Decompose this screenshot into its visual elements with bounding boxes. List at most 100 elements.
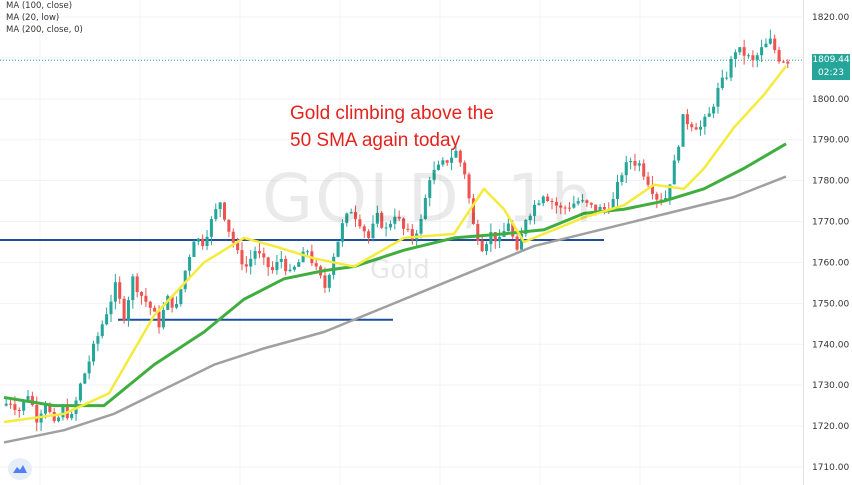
candle-body bbox=[476, 223, 480, 241]
candle-body bbox=[48, 404, 52, 413]
candle-body bbox=[786, 61, 790, 64]
candle-body bbox=[253, 251, 257, 259]
candle-body bbox=[144, 295, 148, 302]
candle-body bbox=[380, 212, 384, 228]
candle-body bbox=[781, 61, 785, 63]
bar-countdown-tag: 02:23 bbox=[812, 67, 850, 80]
candle-body bbox=[13, 404, 17, 410]
tradingview-logo-icon[interactable] bbox=[8, 458, 32, 480]
instrument-name-watermark: Gold bbox=[370, 255, 430, 285]
candle-body bbox=[362, 226, 366, 232]
candle-body bbox=[642, 163, 646, 177]
candle-body bbox=[441, 160, 445, 165]
candle-body bbox=[214, 209, 218, 220]
price-tick-label: 1790.00 bbox=[812, 136, 849, 146]
candle-body bbox=[327, 274, 331, 288]
candle-body bbox=[358, 219, 362, 227]
candle-body bbox=[336, 241, 340, 257]
candle-body bbox=[572, 203, 576, 208]
candle-body bbox=[57, 417, 61, 422]
candle-body bbox=[733, 52, 737, 59]
candle-body bbox=[70, 413, 74, 419]
candle-body bbox=[480, 240, 484, 252]
candle-body bbox=[78, 383, 82, 401]
candle-body bbox=[393, 216, 397, 224]
candle-body bbox=[760, 47, 764, 56]
candle-body bbox=[559, 205, 563, 208]
candle-body bbox=[375, 212, 379, 224]
candle-body bbox=[698, 126, 703, 130]
price-tick-label: 1730.00 bbox=[812, 381, 849, 391]
candle-body bbox=[297, 262, 301, 267]
candle-body bbox=[275, 261, 279, 271]
candle-body bbox=[4, 403, 8, 406]
candle-body bbox=[402, 218, 406, 229]
candle-body bbox=[22, 399, 26, 411]
candle-body bbox=[205, 236, 209, 246]
price-tick-label: 1720.00 bbox=[812, 422, 849, 432]
candle-body bbox=[511, 223, 515, 237]
candle-body bbox=[467, 174, 471, 199]
candle-body bbox=[9, 403, 13, 405]
candle-body bbox=[581, 200, 585, 202]
candle-body bbox=[87, 361, 91, 374]
candle-body bbox=[284, 258, 288, 272]
candle-body bbox=[249, 258, 253, 267]
ma-20-line bbox=[3, 65, 787, 424]
candle-body bbox=[266, 257, 270, 268]
last-price-tag: 1809.44 bbox=[812, 54, 850, 67]
candle-body bbox=[292, 266, 296, 270]
candle-body bbox=[445, 160, 449, 163]
candle-body bbox=[777, 50, 781, 62]
candle-body bbox=[371, 223, 375, 238]
candle-body bbox=[725, 77, 729, 79]
candle-body bbox=[746, 55, 751, 57]
candle-body bbox=[406, 228, 410, 230]
candle-body bbox=[174, 304, 179, 308]
candle-body bbox=[367, 231, 371, 238]
candle-body bbox=[410, 229, 414, 240]
candle-body bbox=[589, 202, 593, 205]
candle-body bbox=[244, 264, 248, 267]
candle-body bbox=[659, 199, 663, 201]
candle-body bbox=[35, 405, 39, 423]
candle-body bbox=[450, 157, 454, 163]
candle-body bbox=[91, 343, 96, 362]
candle-body bbox=[528, 215, 532, 221]
candle-body bbox=[537, 203, 541, 205]
legend-ma-100[interactable]: MA (100, close) bbox=[6, 1, 73, 11]
candle-body bbox=[188, 257, 192, 271]
legend-ma-20[interactable]: MA (20, low) bbox=[6, 13, 60, 23]
candle-body bbox=[694, 127, 698, 130]
chart-grid bbox=[0, 0, 803, 485]
candle-body bbox=[305, 251, 310, 253]
candle-body bbox=[428, 180, 432, 198]
candle-body bbox=[506, 223, 510, 232]
price-axis-separator bbox=[803, 0, 804, 485]
candle-body bbox=[550, 200, 554, 202]
candle-body bbox=[458, 150, 462, 163]
candle-body bbox=[703, 116, 707, 127]
legend-ma-200[interactable]: MA (200, close, 0) bbox=[6, 25, 83, 35]
candle-body bbox=[271, 267, 275, 271]
candle-body bbox=[664, 198, 668, 200]
candle-body bbox=[148, 301, 152, 308]
candle-body bbox=[166, 295, 170, 310]
price-tick-label: 1750.00 bbox=[812, 299, 849, 309]
candle-body bbox=[602, 206, 606, 210]
candle-body bbox=[17, 409, 21, 411]
candle-body bbox=[432, 169, 436, 181]
candle-body bbox=[397, 216, 401, 219]
candle-body bbox=[594, 204, 598, 212]
candle-body bbox=[262, 253, 266, 258]
candle-body bbox=[314, 263, 318, 267]
candle-body bbox=[227, 219, 231, 232]
candle-body bbox=[598, 206, 602, 212]
candle-body bbox=[484, 244, 489, 252]
candle-body bbox=[471, 198, 475, 224]
candle-body bbox=[498, 236, 502, 242]
candle-body bbox=[192, 241, 196, 258]
candle-body bbox=[61, 406, 65, 418]
candle-body bbox=[489, 232, 493, 245]
